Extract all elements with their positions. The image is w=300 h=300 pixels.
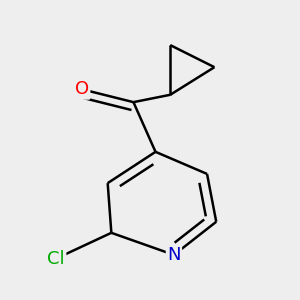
Text: Cl: Cl bbox=[47, 250, 65, 268]
Text: O: O bbox=[75, 80, 89, 98]
Text: N: N bbox=[167, 246, 181, 264]
